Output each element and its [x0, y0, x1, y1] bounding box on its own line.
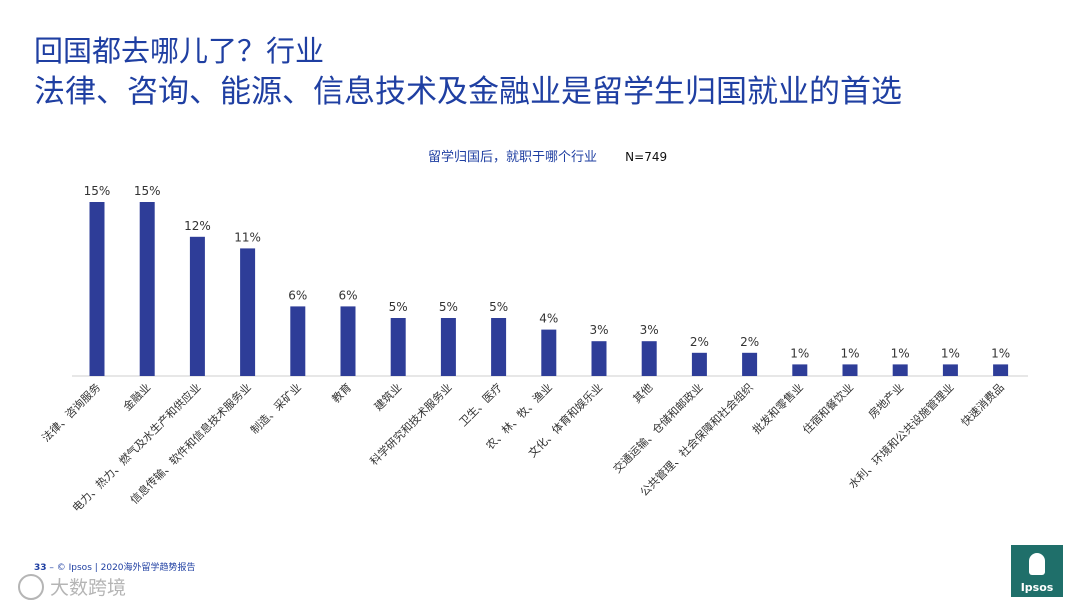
bar — [139, 202, 155, 376]
bar — [842, 364, 858, 376]
bar — [491, 318, 507, 376]
category-label: 建筑业 — [371, 380, 404, 413]
data-label: 4% — [539, 312, 558, 326]
category-label: 法律、咨询服务 — [39, 380, 103, 444]
category-label: 住宿和餐饮业 — [800, 380, 857, 437]
category-label: 制造、采矿业 — [247, 380, 304, 437]
bar — [240, 248, 256, 376]
category-label: 卫生、医疗 — [456, 380, 505, 429]
bar — [340, 306, 356, 376]
category-label: 水利、环境和公共设施管理业 — [846, 380, 957, 491]
watermark: 大数跨境 — [18, 573, 126, 600]
slide-subtitle: 法律、咨询、能源、信息技术及金融业是留学生归国就业的首选 — [34, 74, 902, 110]
bar — [742, 352, 758, 376]
data-label: 5% — [389, 300, 408, 314]
data-label: 15% — [134, 184, 161, 198]
bar — [390, 318, 406, 376]
chart-header: 留学归国后，就职于哪个行业 N=749 — [428, 146, 667, 165]
category-label: 批发和零售业 — [749, 380, 806, 437]
category-label: 金融业 — [120, 380, 153, 413]
data-label: 1% — [840, 346, 859, 360]
bar — [942, 364, 958, 376]
bar — [89, 202, 105, 376]
data-label: 5% — [489, 300, 508, 314]
watermark-text: 大数跨境 — [50, 577, 127, 599]
watermark-icon — [18, 573, 44, 600]
logo-mark-icon — [1029, 553, 1045, 575]
data-label: 2% — [740, 335, 759, 349]
data-label: 1% — [941, 346, 960, 360]
chart-question-label: 留学归国后，就职于哪个行业 — [428, 150, 598, 165]
footer-text: – © Ipsos | 2020海外留学趋势报告 — [49, 563, 196, 573]
bar-chart: 15%法律、咨询服务15%金融业12%电力、热力、燃气及水生产和供应业11%信息… — [39, 184, 1028, 515]
bar — [641, 341, 657, 376]
category-label: 快速消费品 — [958, 380, 1007, 429]
category-label: 科学研究和技术服务业 — [367, 380, 455, 468]
data-label: 1% — [891, 346, 910, 360]
bar — [541, 329, 557, 376]
data-label: 3% — [640, 323, 659, 337]
sample-size-label: N=749 — [625, 150, 668, 164]
ipsos-logo: Ipsos — [1011, 545, 1063, 597]
data-label: 11% — [234, 230, 261, 244]
bar — [691, 352, 707, 376]
logo-text: Ipsos — [1020, 581, 1054, 594]
footer: 33 – © Ipsos | 2020海外留学趋势报告 — [34, 560, 196, 573]
bar — [892, 364, 908, 376]
bar — [440, 318, 456, 376]
data-label: 3% — [589, 323, 608, 337]
data-label: 5% — [439, 300, 458, 314]
category-label: 其他 — [631, 381, 656, 406]
bar — [290, 306, 306, 376]
slide-title: 回国都去哪儿了？行业 — [34, 34, 325, 68]
bar — [591, 341, 607, 376]
data-label: 1% — [991, 346, 1010, 360]
bar — [792, 364, 808, 376]
bar — [993, 364, 1009, 376]
category-label: 交通运输、仓储和邮政业 — [610, 380, 705, 475]
data-label: 6% — [338, 288, 357, 302]
data-label: 12% — [184, 219, 211, 233]
data-label: 6% — [288, 288, 307, 302]
data-label: 2% — [690, 335, 709, 349]
bar — [189, 236, 205, 376]
data-label: 15% — [84, 184, 111, 198]
category-label: 房地产业 — [865, 380, 906, 421]
data-label: 1% — [790, 346, 809, 360]
category-label: 教育 — [329, 380, 354, 405]
page-number: 33 — [34, 563, 47, 573]
